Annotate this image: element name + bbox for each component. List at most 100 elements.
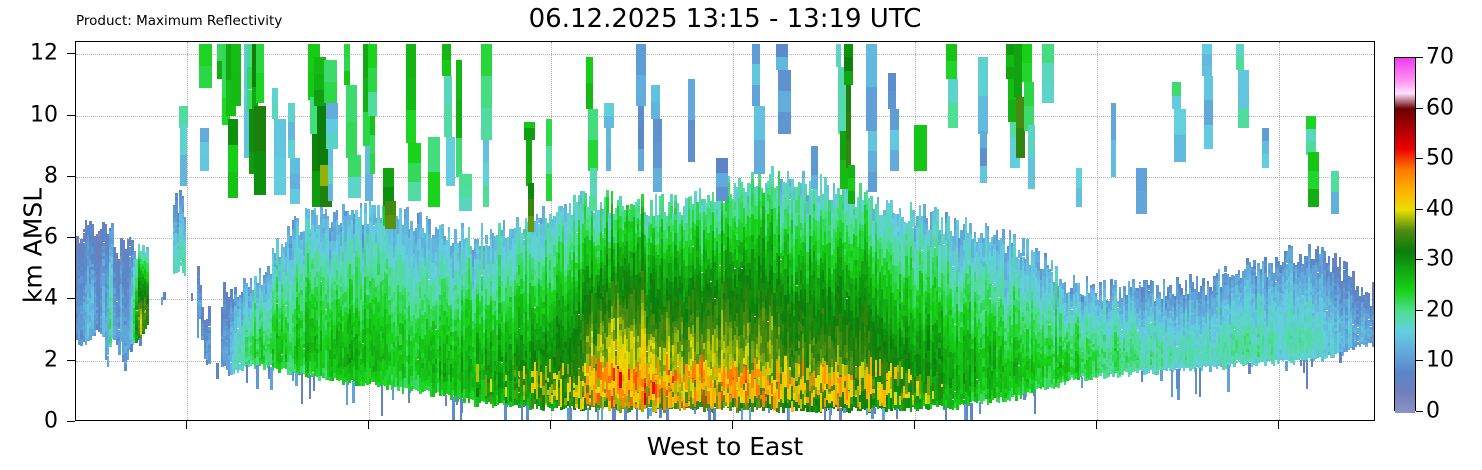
reflectivity-cell [91, 296, 95, 300]
reflectivity-cell [84, 234, 88, 239]
reflectivity-cell [84, 242, 88, 246]
reflectivity-cell [98, 314, 101, 318]
reflectivity-cell [95, 245, 99, 252]
reflectivity-cell [106, 234, 110, 239]
reflectivity-cell [84, 322, 88, 327]
reflectivity-cell [100, 229, 103, 233]
reflectivity-cell [106, 296, 110, 305]
reflectivity-cell [91, 237, 95, 244]
reflectivity-cell [109, 248, 112, 253]
reflectivity-cell [104, 351, 108, 356]
reflectivity-cell [95, 237, 99, 241]
reflectivity-cell [93, 291, 97, 295]
reflectivity-cell [91, 290, 95, 297]
reflectivity-cell [102, 293, 106, 297]
reflectivity-cell [102, 330, 106, 337]
reflectivity-cell [106, 347, 110, 356]
reflectivity-cell [109, 294, 112, 298]
reflectivity-cell [109, 287, 112, 295]
reflectivity-cell [82, 239, 86, 243]
reflectivity-cell [106, 242, 110, 246]
reflectivity-cell [91, 253, 95, 261]
reflectivity-cell [87, 266, 90, 270]
reflectivity-cell [89, 228, 92, 236]
reflectivity-cell [82, 285, 86, 290]
reflectivity-cell [95, 313, 99, 319]
reflectivity-cell [82, 252, 86, 260]
reflectivity-cell [84, 285, 88, 294]
reflectivity-cell [95, 234, 99, 238]
reflectivity-cell [113, 334, 117, 340]
reflectivity-cell [91, 270, 95, 274]
reflectivity-cell [82, 249, 86, 253]
reflectivity-cell [78, 302, 81, 306]
reflectivity-cell [93, 270, 97, 277]
reflectivity-cell [93, 268, 97, 271]
reflectivity-cell [76, 242, 79, 246]
reflectivity-cell [102, 296, 106, 300]
reflectivity-cell [80, 260, 84, 264]
plot-area [75, 41, 1375, 421]
reflectivity-cell [104, 247, 108, 252]
reflectivity-cell [109, 318, 112, 323]
reflectivity-cell [78, 314, 81, 321]
reflectivity-cell [113, 258, 117, 264]
reflectivity-cell [82, 312, 86, 316]
reflectivity-cell [109, 259, 112, 263]
reflectivity-cell [89, 322, 92, 326]
reflectivity-cell [109, 322, 112, 330]
reflectivity-cell [98, 230, 101, 234]
reflectivity-cell [115, 333, 119, 340]
reflectivity-cell [84, 315, 88, 319]
reflectivity-cell [113, 269, 117, 272]
reflectivity-cell [93, 253, 97, 257]
reflectivity-cell [106, 343, 110, 348]
reflectivity-cell [109, 329, 112, 337]
reflectivity-cell [100, 238, 103, 242]
reflectivity-cell [95, 262, 99, 266]
reflectivity-cell [78, 260, 81, 267]
reflectivity-cell [111, 247, 114, 251]
reflectivity-cell [104, 307, 108, 316]
reflectivity-cell [84, 329, 88, 334]
reflectivity-cell [102, 255, 106, 260]
reflectivity-cell [89, 329, 92, 333]
reflectivity-cell [113, 299, 117, 305]
reflectivity-cell [82, 335, 86, 340]
reflectivity-cell [102, 222, 106, 229]
reflectivity-cell [113, 323, 117, 327]
reflectivity-cell [87, 235, 90, 239]
reflectivity-cell [84, 264, 88, 272]
reflectivity-cell [98, 254, 101, 261]
reflectivity-cell [87, 276, 90, 284]
reflectivity-cell [109, 269, 112, 274]
reflectivity-cell [76, 297, 79, 301]
reflectivity-cell [89, 325, 92, 330]
reflectivity-cell [106, 289, 110, 293]
reflectivity-cell [106, 363, 110, 368]
reflectivity-cell [78, 311, 81, 315]
reflectivity-cell [102, 299, 106, 304]
reflectivity-cell [91, 273, 95, 277]
reflectivity-cell [84, 296, 88, 305]
reflectivity-cell [113, 247, 117, 251]
reflectivity-cell [93, 320, 97, 324]
reflectivity-cell [87, 334, 90, 338]
reflectivity-cell [100, 272, 103, 276]
reflectivity-cell [102, 316, 106, 324]
reflectivity-cell [76, 309, 79, 313]
reflectivity-cell [95, 307, 99, 311]
reflectivity-cell [87, 286, 90, 294]
reflectivity-cell [104, 291, 108, 300]
reflectivity-cell [93, 312, 97, 316]
reflectivity-cell [104, 323, 108, 332]
reflectivity-cell [80, 339, 84, 346]
reflectivity-cell [100, 318, 103, 326]
reflectivity-cell [80, 248, 84, 252]
reflectivity-cell [91, 276, 95, 281]
reflectivity-cell [80, 238, 84, 245]
reflectivity-cell [95, 290, 99, 297]
reflectivity-cell [98, 323, 101, 327]
reflectivity-cell [93, 315, 97, 318]
reflectivity-cell [82, 262, 86, 270]
